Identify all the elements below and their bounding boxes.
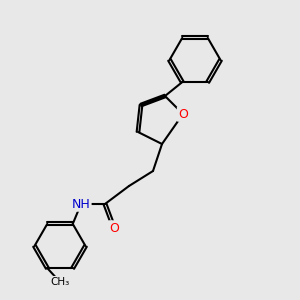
Text: CH₃: CH₃ [50,277,70,287]
Text: O: O [178,107,188,121]
Text: O: O [109,221,119,235]
Text: NH: NH [72,197,90,211]
